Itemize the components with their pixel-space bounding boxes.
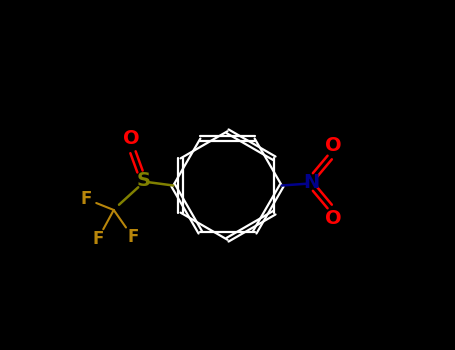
Text: S: S bbox=[136, 171, 151, 190]
Text: F: F bbox=[127, 228, 139, 246]
Text: F: F bbox=[81, 190, 92, 209]
Text: O: O bbox=[325, 136, 342, 155]
Text: F: F bbox=[92, 230, 104, 248]
Text: O: O bbox=[325, 209, 342, 228]
Text: O: O bbox=[123, 129, 140, 148]
Text: N: N bbox=[303, 173, 319, 191]
